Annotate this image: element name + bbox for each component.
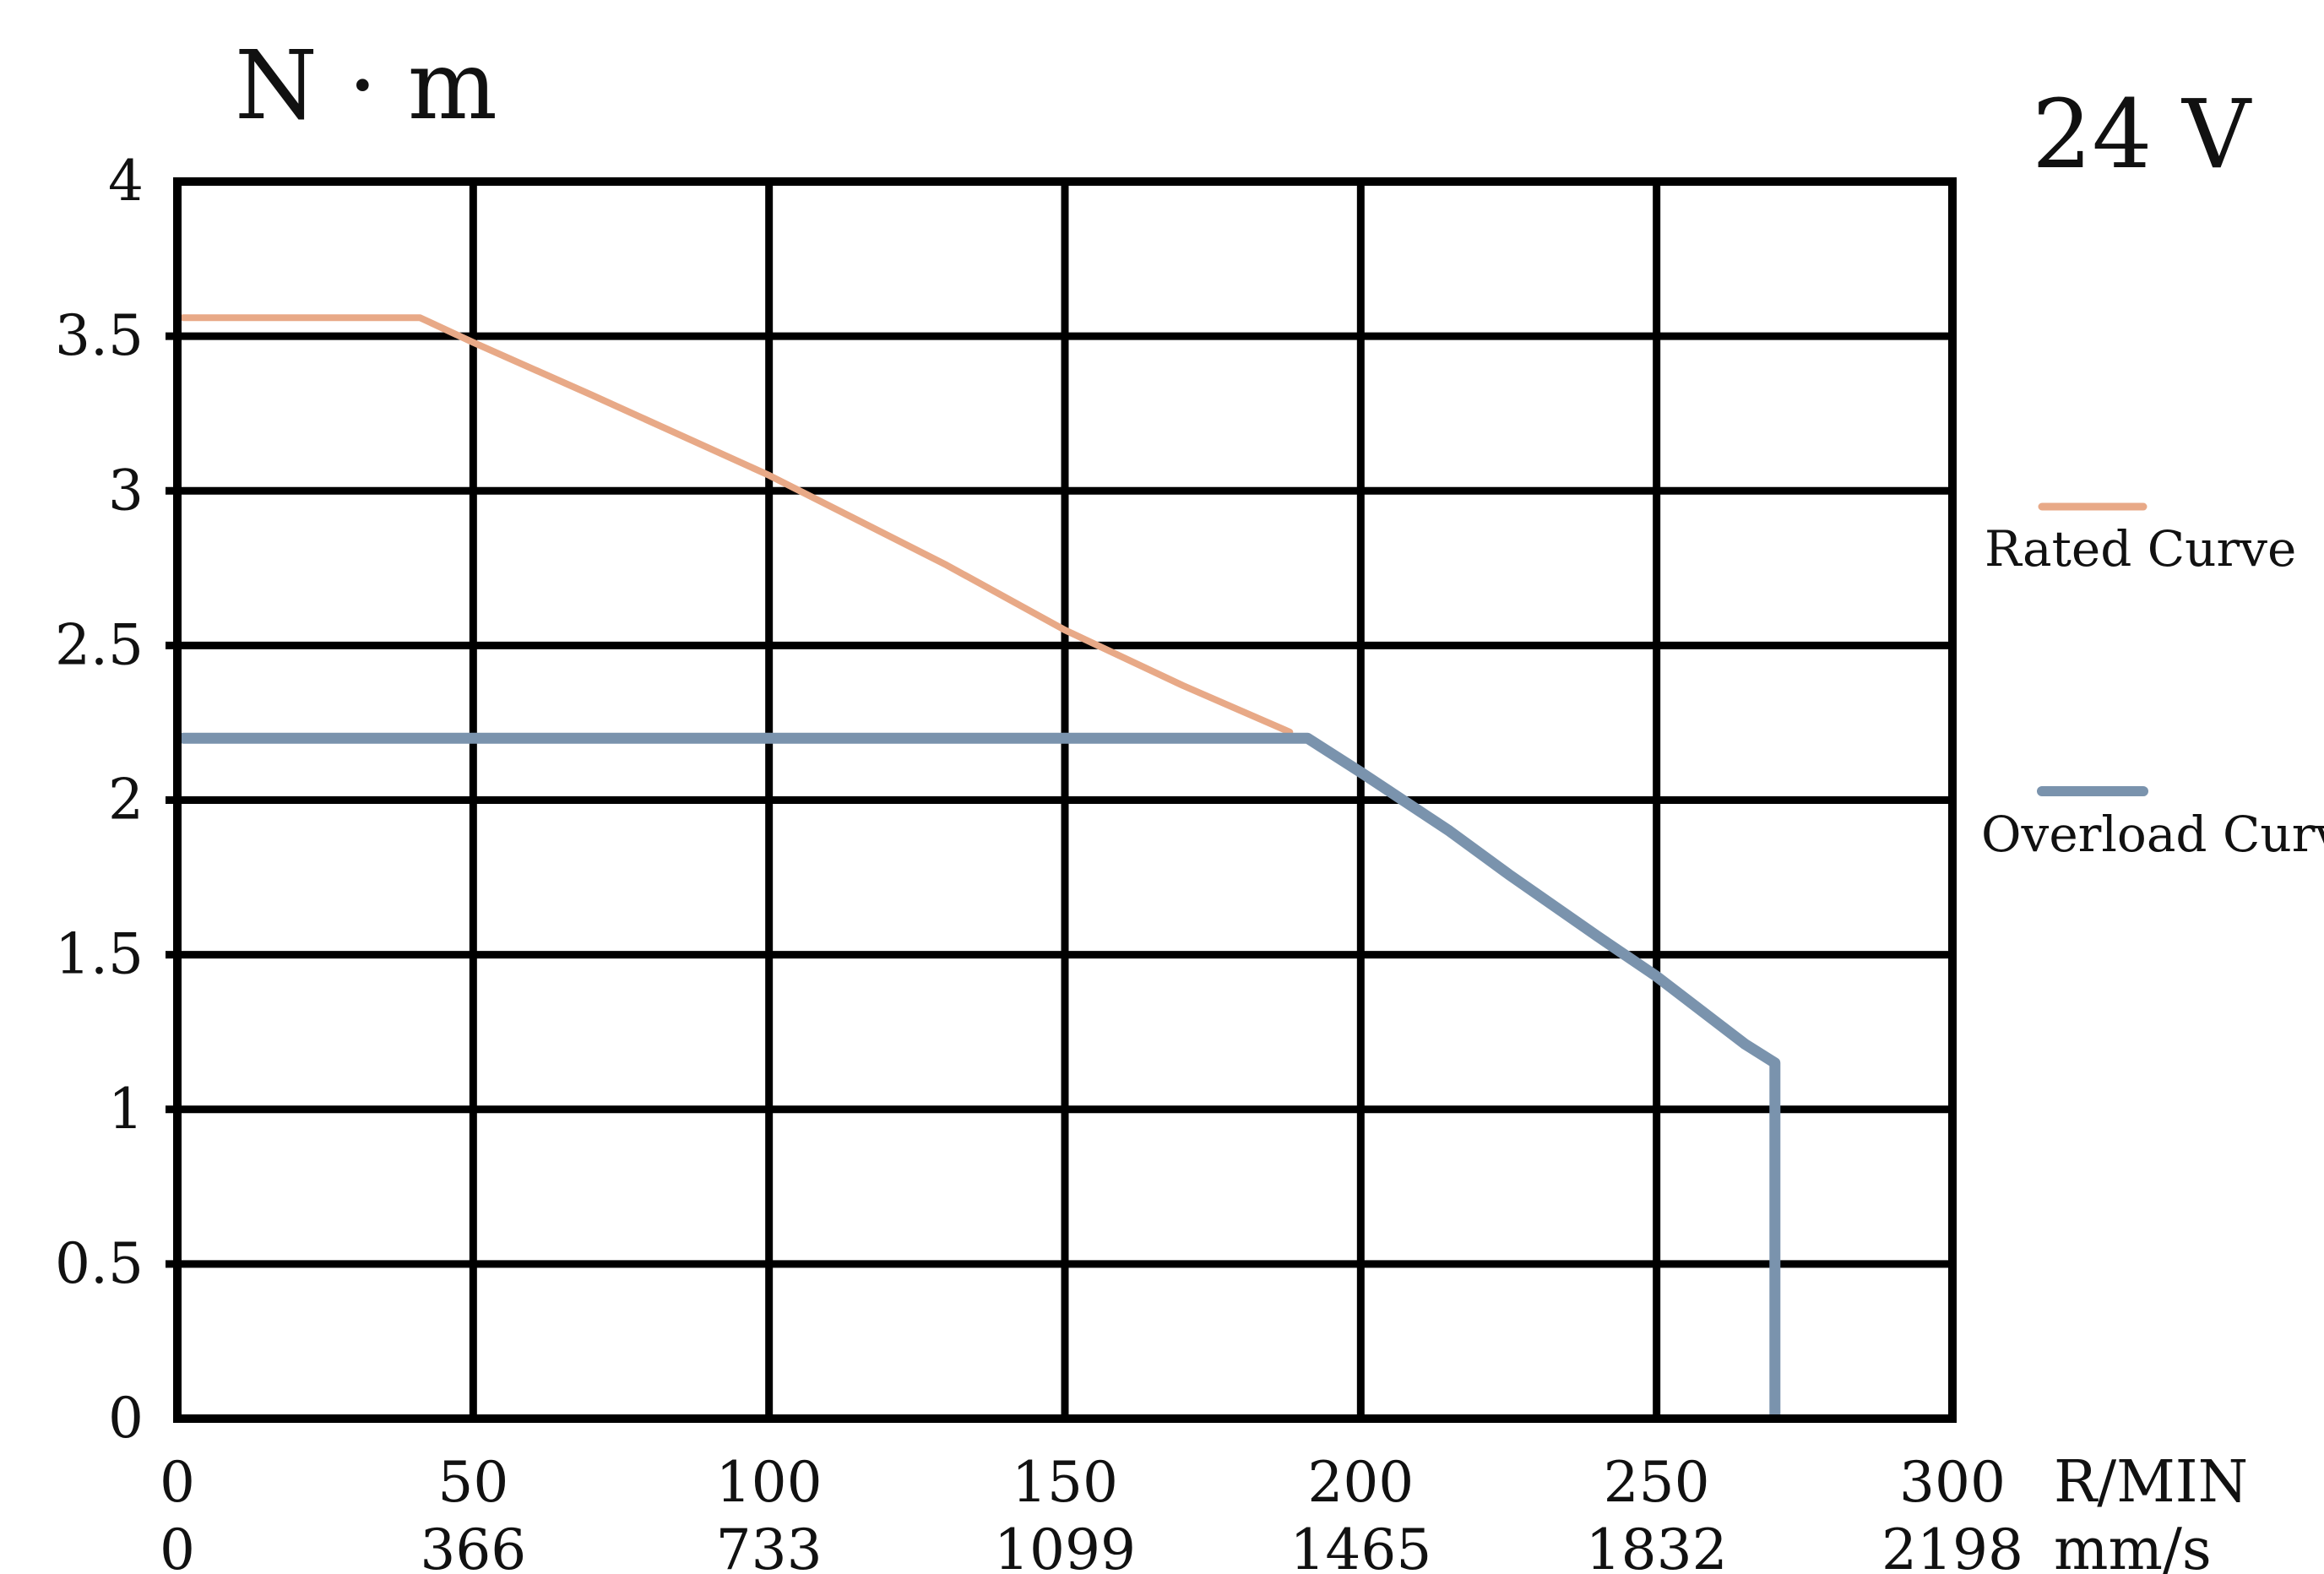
x-tick-label-speed: 366: [420, 1517, 526, 1574]
y-tick-label: 0: [108, 1386, 144, 1451]
y-tick-label: 0.5: [55, 1231, 144, 1296]
x-tick-labels: 0 50 100 150 200 250 300 0 366 733 1099 1465 1832 219…: [160, 1450, 2023, 1574]
y-tick-label: 2: [108, 768, 144, 833]
y-tick-label: 1.5: [55, 922, 144, 987]
y-axis-unit-label: N · m: [235, 31, 497, 141]
y-tick-label: 1: [108, 1077, 144, 1142]
x-tick-label-speed: 733: [716, 1517, 823, 1574]
x-axis-unit-speed: mm/s: [2054, 1517, 2212, 1574]
y-tick-label: 4: [108, 149, 144, 214]
series-line-overload-curve: [177, 732, 1781, 1421]
legend-label-rated: Rated Curve: [1985, 520, 2296, 578]
plot-frame-layer: [173, 177, 1957, 1423]
x-tick-label-rpm: 100: [716, 1450, 823, 1515]
x-tick-label-rpm: 150: [1012, 1450, 1118, 1515]
x-tick-label-rpm: 250: [1604, 1450, 1710, 1515]
legend-label-overload: Overload Curve: [1981, 806, 2324, 863]
x-tick-label-rpm: 0: [160, 1450, 195, 1515]
series-layer: [177, 314, 1781, 1421]
x-axis-unit-rpm: R/MIN: [2054, 1449, 2248, 1516]
y-tick-label: 3: [108, 458, 144, 523]
voltage-label: 24 V: [2032, 80, 2252, 190]
series-line-rated-curve: [180, 314, 1294, 735]
x-tick-label-speed: 1099: [994, 1517, 1136, 1574]
x-tick-label-speed: 0: [160, 1517, 195, 1574]
legend: Rated Curve Overload Curve: [1981, 502, 2324, 863]
y-tick-labels: 0 0.5 1 1.5 2 2.5 3 3.5 4: [55, 149, 144, 1451]
x-tick-label-speed: 1832: [1586, 1517, 1728, 1574]
plot-frame: [173, 177, 1957, 1423]
x-tick-label-rpm: 50: [437, 1450, 508, 1515]
x-tick-label-rpm: 200: [1307, 1450, 1414, 1515]
x-tick-label-speed: 2198: [1881, 1517, 2023, 1574]
x-tick-label-rpm: 300: [1899, 1450, 2006, 1515]
y-tick-label: 2.5: [55, 612, 144, 677]
y-tick-label: 3.5: [55, 303, 144, 368]
x-tick-label-speed: 1465: [1290, 1517, 1431, 1574]
grid: [166, 182, 1952, 1419]
